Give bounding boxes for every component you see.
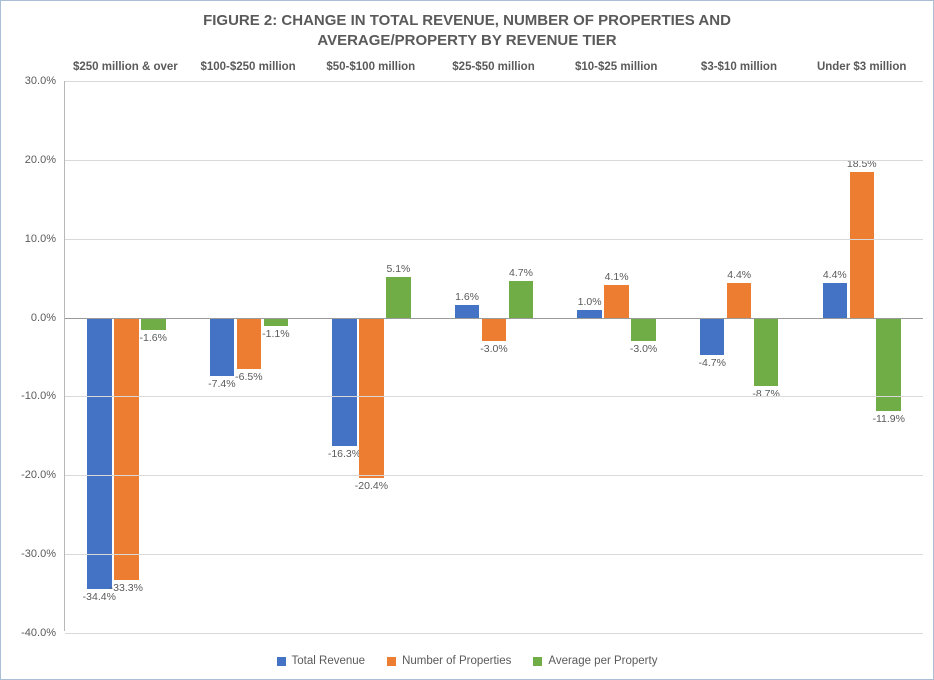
y-tick-label: -10.0% [1, 390, 56, 402]
legend: Total Revenue Number of Properties Average… [1, 655, 933, 667]
bar-group: -4.7% 4.4% -8.7% [678, 81, 801, 631]
bar-group: -7.4%-6.5% -1.1% [188, 81, 311, 631]
y-tick-label: 30.0% [1, 75, 56, 87]
legend-item: Average per Property [533, 655, 657, 667]
gridline [65, 554, 923, 555]
bar-value-label: -3.0% [480, 343, 507, 355]
gridline [65, 633, 923, 634]
category-label: $3-$10 million [678, 61, 801, 73]
bar-value-label: 4.4% [823, 269, 847, 281]
bar [509, 281, 534, 318]
bar [604, 285, 629, 317]
category-label: $50-$100 million [309, 61, 432, 73]
bar [631, 318, 656, 342]
bar-value-label: -20.4% [355, 480, 388, 492]
bar-groups: -34.4%-33.3%-1.6%-7.4%-6.5%-1.1%-16.3%-2… [65, 81, 923, 631]
gridline [65, 396, 923, 397]
bar-value-label: 1.0% [578, 296, 602, 308]
bar-value-label: -11.9% [872, 413, 905, 425]
bar-value-label: -4.7% [698, 357, 725, 369]
bar-value-label: 4.7% [509, 267, 533, 279]
gridline [65, 475, 923, 476]
bar-value-label: -1.6% [140, 332, 167, 344]
bar-value-label: 1.6% [455, 291, 479, 303]
bar-value-label: 5.1% [386, 263, 410, 275]
bar-value-label: -6.5% [235, 371, 262, 383]
bar [210, 318, 235, 376]
bar [700, 318, 725, 355]
bar-group: 1.0% 4.1% -3.0% [555, 81, 678, 631]
chart-title: FIGURE 2: CHANGE IN TOTAL REVENUE, NUMBE… [1, 11, 933, 52]
bar [114, 318, 139, 581]
legend-label: Total Revenue [292, 655, 366, 667]
plot-area: -34.4%-33.3%-1.6%-7.4%-6.5%-1.1%-16.3%-2… [64, 81, 923, 631]
y-tick-label: 20.0% [1, 154, 56, 166]
bar-value-label: -8.7% [752, 388, 779, 400]
bar [754, 318, 779, 387]
bar-value-label: -33.3% [110, 582, 143, 594]
bar-value-label: 4.4% [727, 269, 751, 281]
bar [332, 318, 357, 447]
legend-swatch [533, 657, 542, 666]
legend-swatch [277, 657, 286, 666]
legend-item: Number of Properties [387, 655, 511, 667]
bar [823, 283, 848, 318]
bar [727, 283, 752, 318]
category-label: $10-$25 million [555, 61, 678, 73]
legend-swatch [387, 657, 396, 666]
bar [264, 318, 289, 327]
gridline [65, 81, 923, 82]
bar [237, 318, 262, 369]
gridline [65, 239, 923, 240]
bar [386, 277, 411, 317]
bar [455, 305, 480, 318]
y-tick-label: -30.0% [1, 548, 56, 560]
y-tick-label: 0.0% [1, 312, 56, 324]
bar-group: -34.4%-33.3%-1.6% [65, 81, 188, 631]
bar [850, 172, 875, 318]
gridline [65, 160, 923, 161]
bar-value-label: -3.0% [630, 343, 657, 355]
bar-group: 1.6% -3.0% 4.7% [433, 81, 556, 631]
bar [141, 318, 166, 331]
bar-value-label: -7.4% [208, 378, 235, 390]
title-line-1: FIGURE 2: CHANGE IN TOTAL REVENUE, NUMBE… [203, 12, 731, 29]
bar-group: -16.3% -20.4% 5.1% [310, 81, 433, 631]
legend-label: Number of Properties [402, 655, 511, 667]
bar [359, 318, 384, 479]
legend-item: Total Revenue [277, 655, 366, 667]
category-label: Under $3 million [800, 61, 923, 73]
title-line-2: AVERAGE/PROPERTY BY REVENUE TIER [317, 32, 616, 49]
bar-group: 4.4%18.5%-11.9% [800, 81, 923, 631]
bar-value-label: -1.1% [262, 328, 289, 340]
y-tick-label: -20.0% [1, 469, 56, 481]
category-labels: $250 million & over$100-$250 million$50-… [64, 61, 923, 73]
y-tick-label: 10.0% [1, 233, 56, 245]
bar-value-label: -16.3% [328, 448, 361, 460]
bar [482, 318, 507, 342]
bar [87, 318, 112, 589]
bar [577, 310, 602, 318]
legend-label: Average per Property [548, 655, 657, 667]
category-label: $100-$250 million [187, 61, 310, 73]
category-label: $250 million & over [64, 61, 187, 73]
gridline [65, 318, 923, 319]
y-tick-label: -40.0% [1, 627, 56, 639]
bar-value-label: 4.1% [605, 271, 629, 283]
category-label: $25-$50 million [432, 61, 555, 73]
